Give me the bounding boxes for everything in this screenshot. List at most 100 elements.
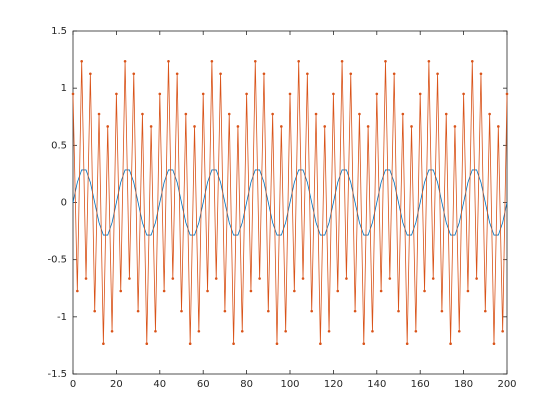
point-marker xyxy=(110,329,114,333)
point-marker xyxy=(141,112,144,116)
point-marker xyxy=(97,112,101,116)
point-marker xyxy=(258,277,261,280)
point-marker xyxy=(388,277,392,280)
point-marker xyxy=(453,125,457,128)
point-marker xyxy=(353,309,357,313)
point-marker xyxy=(410,125,413,128)
point-marker xyxy=(405,342,409,346)
y-tick-label: 1.5 xyxy=(51,26,67,37)
point-marker xyxy=(306,72,309,76)
point-marker xyxy=(505,92,509,96)
point-marker xyxy=(336,289,340,293)
point-marker xyxy=(492,342,496,346)
point-marker xyxy=(219,72,222,76)
point-marker xyxy=(162,289,166,293)
point-marker xyxy=(457,329,461,333)
x-tick-label: 0 xyxy=(70,379,76,390)
point-marker xyxy=(431,277,435,280)
point-marker xyxy=(349,72,353,76)
point-marker xyxy=(76,289,79,293)
point-marker xyxy=(414,329,418,333)
point-marker xyxy=(340,59,344,63)
point-marker xyxy=(188,342,192,346)
point-marker xyxy=(80,59,83,63)
point-marker xyxy=(275,342,279,346)
point-marker xyxy=(392,72,396,76)
point-marker xyxy=(319,342,322,346)
point-marker xyxy=(175,72,179,76)
point-marker xyxy=(184,112,188,116)
point-marker xyxy=(123,59,127,63)
point-marker xyxy=(462,92,465,96)
y-tick-label: -1 xyxy=(57,312,67,323)
point-marker xyxy=(293,289,296,293)
point-marker xyxy=(89,72,92,76)
point-marker xyxy=(284,329,287,333)
point-marker xyxy=(128,277,131,280)
point-marker xyxy=(366,125,370,128)
point-marker xyxy=(271,112,274,116)
point-marker xyxy=(245,92,248,96)
y-tick-label: 1 xyxy=(61,83,67,94)
point-marker xyxy=(280,125,283,128)
point-marker xyxy=(167,59,170,63)
x-tick-label: 80 xyxy=(240,379,253,390)
x-tick-label: 20 xyxy=(110,379,123,390)
point-marker xyxy=(497,125,500,128)
x-tick-label: 200 xyxy=(497,379,516,390)
point-marker xyxy=(362,342,366,346)
x-tick-label: 60 xyxy=(197,379,210,390)
x-tick-label: 180 xyxy=(454,379,473,390)
point-marker xyxy=(379,289,383,293)
point-marker xyxy=(479,72,483,76)
point-marker xyxy=(345,277,348,280)
point-marker xyxy=(71,92,75,96)
point-marker xyxy=(440,309,444,313)
point-marker xyxy=(323,125,327,128)
point-marker xyxy=(375,92,379,96)
point-marker xyxy=(484,309,487,313)
point-marker xyxy=(501,329,504,333)
x-tick-label: 160 xyxy=(411,379,430,390)
point-marker xyxy=(154,329,157,333)
x-tick-label: 100 xyxy=(280,379,299,390)
point-marker xyxy=(193,125,196,128)
point-marker xyxy=(227,112,231,116)
point-marker xyxy=(149,125,153,128)
point-marker xyxy=(371,329,374,333)
point-marker xyxy=(384,59,387,63)
point-marker xyxy=(444,112,448,116)
point-marker xyxy=(249,289,253,293)
point-marker xyxy=(115,92,118,96)
point-marker xyxy=(297,59,300,63)
point-marker xyxy=(84,277,88,280)
point-marker xyxy=(102,342,105,346)
point-marker xyxy=(475,277,478,280)
point-marker xyxy=(397,309,400,313)
point-marker xyxy=(145,342,149,346)
point-marker xyxy=(470,59,474,63)
point-marker xyxy=(158,92,162,96)
point-marker xyxy=(106,125,110,128)
point-marker xyxy=(288,92,292,96)
point-marker xyxy=(240,329,244,333)
point-marker xyxy=(232,342,235,346)
point-marker xyxy=(332,92,335,96)
point-marker xyxy=(119,289,123,293)
point-marker xyxy=(418,92,422,96)
point-marker xyxy=(236,125,240,128)
x-tick-label: 140 xyxy=(367,379,386,390)
point-marker xyxy=(171,277,175,280)
y-tick-label: 0.5 xyxy=(51,140,67,151)
y-tick-label: -1.5 xyxy=(47,369,67,380)
point-marker xyxy=(267,309,270,313)
point-marker xyxy=(136,309,140,313)
point-marker xyxy=(436,72,439,76)
point-marker xyxy=(223,309,227,313)
point-marker xyxy=(206,289,209,293)
point-marker xyxy=(180,309,183,313)
x-tick-label: 120 xyxy=(324,379,343,390)
line-series xyxy=(72,169,508,236)
point-marker xyxy=(310,309,314,313)
